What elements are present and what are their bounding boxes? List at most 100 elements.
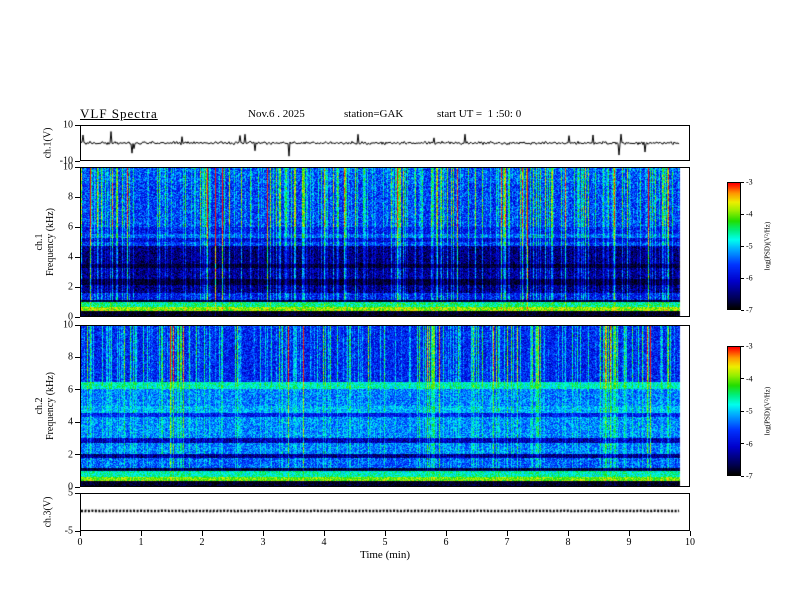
ch3-waveform-panel (80, 493, 690, 531)
frequency-label-line: Frequency (kHz) (45, 371, 56, 441)
ytick-mark (75, 421, 80, 423)
ch3-voltage-ylabel: ch.3(V) (42, 496, 54, 528)
ytick-mark (75, 492, 80, 494)
xtick-mark (140, 531, 142, 536)
ch2-spectrogram-canvas (81, 326, 689, 486)
colorbar-tick-mark (741, 277, 744, 279)
xtick-label: 10 (685, 537, 695, 548)
ch1-label-line: ch.1 (34, 233, 45, 251)
ch3-waveform-canvas (81, 494, 689, 530)
ytick-mark (75, 160, 80, 162)
xtick-mark (445, 531, 447, 536)
ytick-label: 6 (68, 384, 73, 396)
colorbar-tick-mark (741, 245, 744, 247)
ch2-spectrogram-panel (80, 325, 690, 487)
ytick-mark (75, 356, 80, 358)
ch2-colorbar-canvas (728, 347, 740, 475)
ytick-label: 0 (68, 481, 73, 493)
colorbar-tick-mark (741, 443, 744, 444)
xtick-mark (384, 531, 386, 536)
xtick-label: 8 (565, 537, 571, 548)
ytick-mark (75, 454, 80, 456)
xtick-mark (79, 531, 81, 536)
colorbar-tick-mark (741, 181, 744, 183)
ytick-mark (75, 124, 80, 126)
ytick-label: 2 (68, 449, 73, 461)
xtick-mark (689, 531, 691, 536)
colorbar-tick-label: -5 (746, 406, 753, 416)
ch1-colorbar (727, 182, 741, 310)
xtick-label: 2 (199, 537, 205, 548)
date-label: Nov.6 . 2025 (248, 108, 305, 120)
colorbar-tick-mark (741, 345, 744, 347)
ytick-mark (75, 324, 80, 326)
ytick-label: -10 (59, 155, 73, 167)
colorbar-tick-label: -7 (746, 305, 753, 315)
ytick-label: 8 (68, 191, 73, 203)
ch1-colorbar-canvas (728, 183, 740, 309)
ytick-mark (75, 486, 80, 488)
ytick-mark (75, 166, 80, 168)
colorbar-tick-mark (741, 378, 744, 379)
ytick-label: 10 (63, 119, 73, 131)
ytick-label: 4 (68, 251, 73, 263)
ch1-spectrogram-panel (80, 167, 690, 317)
colorbar-tick-mark (741, 475, 744, 477)
xtick-label: 5 (382, 537, 388, 548)
xtick-mark (628, 531, 630, 536)
ch1-spectrogram-canvas (81, 168, 689, 316)
xtick-label: 4 (321, 537, 327, 548)
ytick-label: 10 (63, 319, 73, 331)
ytick-mark (75, 226, 80, 228)
ytick-mark (75, 196, 80, 198)
ytick-mark (75, 256, 80, 258)
ch1-colorbar-label: log(PSD)(V²/Hz) (763, 221, 772, 271)
xtick-label: 0 (77, 537, 83, 548)
ytick-mark (75, 286, 80, 288)
ch1-spectrogram-ylabel: ch.1 Frequency (kHz) (34, 208, 56, 276)
colorbar-tick-label: -4 (746, 374, 753, 383)
xtick-label: 9 (626, 537, 632, 548)
ytick-label: 2 (68, 281, 73, 293)
xtick-mark (201, 531, 203, 536)
station-label: station=GAK (344, 108, 404, 120)
ytick-label: 8 (68, 351, 73, 363)
ch2-colorbar (727, 346, 741, 476)
colorbar-tick-label: -3 (746, 341, 753, 351)
colorbar-tick-label: -5 (746, 241, 753, 251)
ytick-mark (75, 530, 80, 532)
ytick-mark (75, 389, 80, 391)
ytick-mark (75, 316, 80, 318)
xtick-mark (567, 531, 569, 536)
ch2-label-line: ch.2 (34, 397, 45, 415)
ch1-waveform-canvas (81, 126, 689, 160)
ytick-label: 10 (63, 161, 73, 173)
time-axis-label: Time (min) (359, 549, 411, 561)
ch2-colorbar-label: log(PSD)(V²/Hz) (763, 386, 772, 436)
colorbar-tick-label: -3 (746, 177, 753, 187)
ch1-voltage-ylabel: ch.1(V) (42, 127, 54, 159)
colorbar-tick-mark (741, 213, 744, 215)
colorbar-tick-label: -6 (746, 273, 753, 283)
ytick-label: 5 (68, 487, 73, 499)
xtick-label: 6 (443, 537, 449, 548)
ch2-spectrogram-ylabel: ch.2 Frequency (kHz) (34, 372, 56, 440)
ytick-label: -5 (64, 525, 73, 537)
start-ut-label: start UT = 1 :50: 0 (437, 108, 522, 120)
xtick-label: 3 (260, 537, 266, 548)
xtick-label: 7 (504, 537, 510, 548)
xtick-label: 1 (138, 537, 144, 548)
frequency-label-line: Frequency (kHz) (45, 207, 56, 277)
colorbar-tick-mark (741, 410, 744, 412)
xtick-mark (262, 531, 264, 536)
colorbar-tick-label: -7 (746, 471, 753, 481)
colorbar-tick-mark (741, 309, 744, 311)
ch1-waveform-panel (80, 125, 690, 161)
colorbar-tick-label: -6 (746, 439, 753, 448)
xtick-mark (506, 531, 508, 536)
ytick-label: 0 (68, 311, 73, 323)
plot-title: VLF Spectra (80, 106, 158, 121)
ytick-label: 4 (68, 416, 73, 428)
xtick-mark (323, 531, 325, 536)
